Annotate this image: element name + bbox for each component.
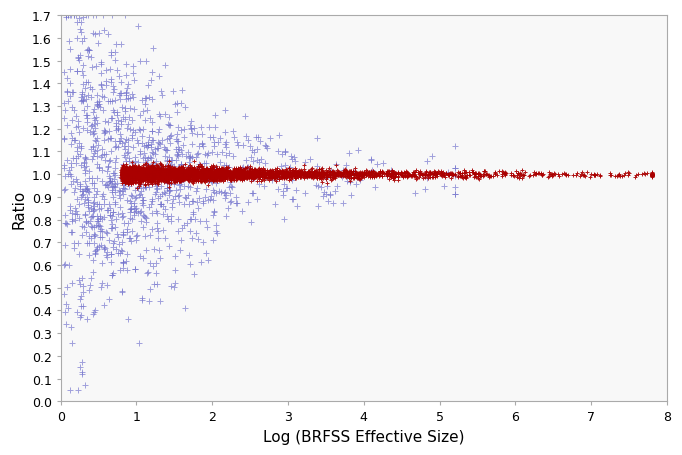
Y-axis label: Ratio: Ratio	[11, 189, 26, 228]
X-axis label: Log (BRFSS Effective Size): Log (BRFSS Effective Size)	[263, 429, 464, 444]
